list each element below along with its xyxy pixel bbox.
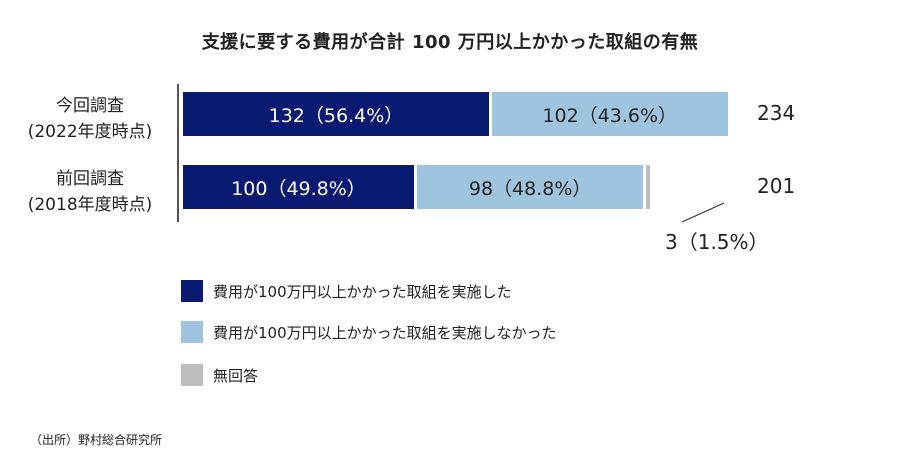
bar-previous-under-100: 98（48.8%） [417,165,644,209]
bar-label-current-over-100: 132（56.4%） [268,104,404,127]
legend-item-no-answer: 無回答 [181,364,258,386]
legend-item-under-100: 費用が100万円以上かかった取組を実施しなかった [181,321,557,343]
total-current: 234 [757,101,796,125]
bar-previous-no-answer [646,165,651,209]
legend-label-under-100: 費用が100万円以上かかった取組を実施しなかった [213,323,557,342]
legend-label-over-100: 費用が100万円以上かかった取組を実施した [213,282,512,301]
bar-label-current-under-100: 102（43.6%） [542,104,678,127]
legend-swatch-over-100 [181,280,203,302]
row-label-current-line2: (2022年度時点) [27,122,153,142]
bar-previous-over-100: 100（49.8%） [183,165,414,209]
legend-swatch-no-answer [181,364,203,386]
total-previous: 201 [757,174,796,198]
row-label-previous: 前回調査 (2018年度時点) [10,166,170,218]
no-answer-callout: 3（1.5%） [665,230,769,254]
row-label-previous-line2: (2018年度時点) [27,195,153,215]
row-label-current-line1: 今回調査 [56,96,124,116]
legend-item-over-100: 費用が100万円以上かかった取組を実施した [181,280,512,302]
bar-label-previous-under-100: 98（48.8%） [468,177,592,200]
source-note: （出所）野村総合研究所 [30,433,163,447]
category-axis-line [177,84,179,222]
legend-swatch-under-100 [181,321,203,343]
legend-label-no-answer: 無回答 [213,366,259,385]
row-label-previous-line1: 前回調査 [56,169,124,189]
bar-current-over-100: 132（56.4%） [183,92,489,136]
bar-current-under-100: 102（43.6%） [491,92,728,136]
row-label-current: 今回調査 (2022年度時点) [10,93,170,145]
bar-label-previous-over-100: 100（49.8%） [231,177,366,200]
chart-title: 支援に要する費用が合計 100 万円以上かかった取組の有無 [201,32,699,53]
